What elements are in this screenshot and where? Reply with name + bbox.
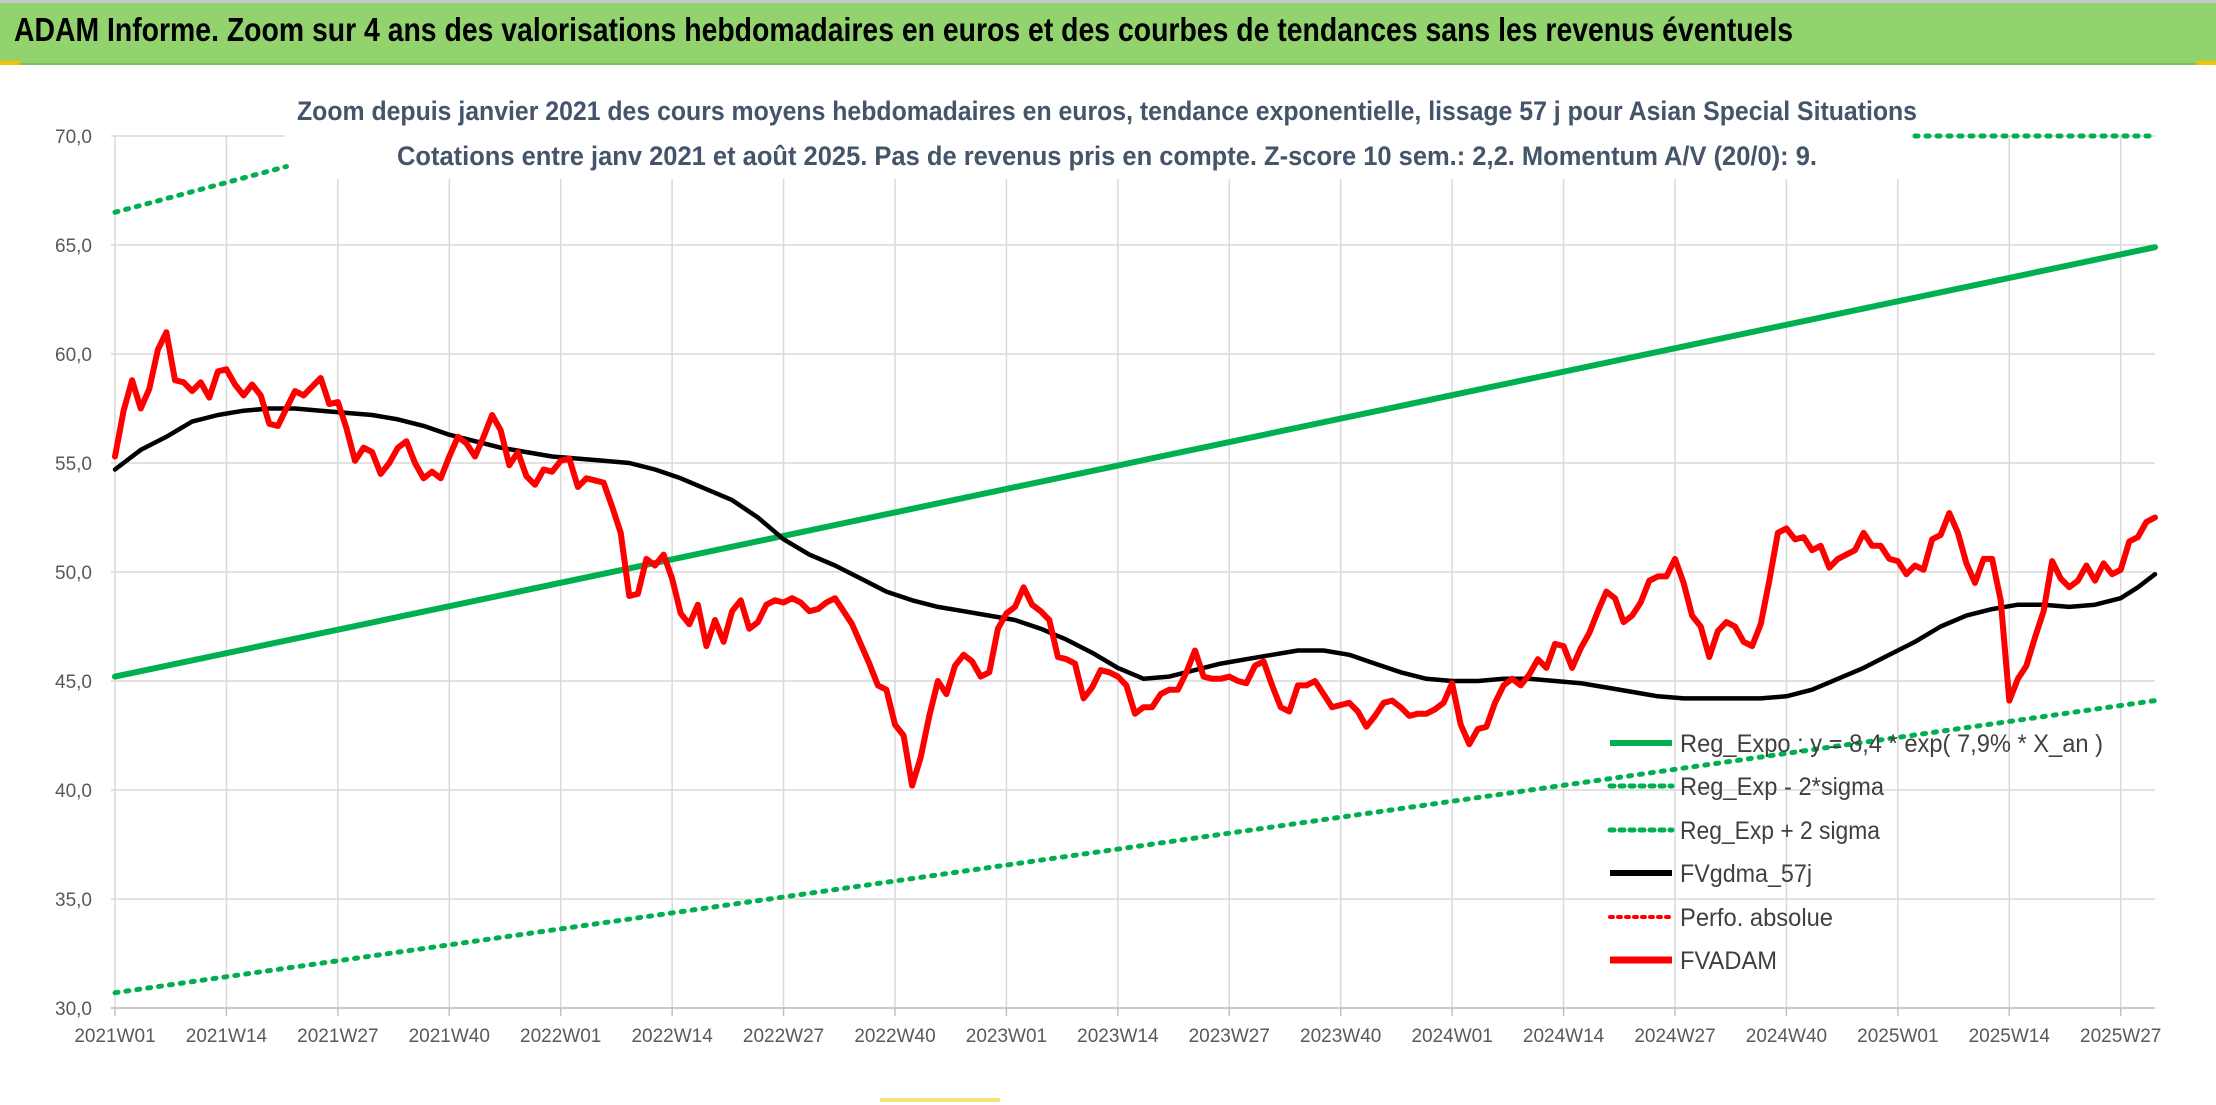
- series-fvadam: [112, 329, 2158, 789]
- x-tick-label: 2021W14: [186, 1026, 268, 1047]
- x-tick-label: 2022W27: [743, 1026, 824, 1047]
- legend-label-reg-expo: Reg_Expo : y = 8,4 * exp( 7,9% * X_an ): [1680, 730, 2103, 758]
- legend-label-reg-exp-minus: Reg_Exp - 2*sigma: [1680, 773, 1884, 801]
- x-tick-label: 2022W14: [631, 1026, 713, 1047]
- chart-title-line2: Cotations entre janv 2021 et août 2025. …: [397, 141, 1817, 171]
- header-banner: ADAM Informe. Zoom sur 4 ans des valoris…: [0, 3, 2216, 65]
- series-group: [112, 133, 2158, 996]
- x-tick-label: 2024W27: [1634, 1026, 1715, 1047]
- page-title: ADAM Informe. Zoom sur 4 ans des valoris…: [14, 11, 1794, 48]
- x-tick-label: 2023W40: [1300, 1026, 1381, 1047]
- x-tick-label: 2023W27: [1189, 1026, 1270, 1047]
- series-reg-exp-plus-2sigma: [112, 164, 289, 215]
- y-tick-label: 70,0: [55, 127, 92, 148]
- x-tick-label: 2021W01: [74, 1026, 155, 1047]
- x-tick-label: 2023W01: [966, 1026, 1047, 1047]
- banner-accent-left: [0, 61, 20, 65]
- chart-svg: 30,0 35,0 40,0 45,0 50,0 55,0 60,0 65,0 70,0 202…: [55, 83, 2161, 1047]
- x-tick-label: 2025W27: [2080, 1026, 2161, 1047]
- y-axis-ticks: 30,0 35,0 40,0 45,0 50,0 55,0 60,0 65,0 70,0: [55, 127, 92, 1020]
- chart-title-line1: Zoom depuis janvier 2021 des cours moyen…: [297, 96, 1917, 126]
- y-tick-label: 65,0: [55, 236, 92, 257]
- y-tick-label: 60,0: [55, 345, 92, 366]
- x-tick-label: 2024W40: [1746, 1026, 1827, 1047]
- x-tick-label: 2021W40: [409, 1026, 490, 1047]
- y-tick-label: 50,0: [55, 563, 92, 584]
- x-axis-ticks: 2021W01 2021W14 2021W27 2021W40 2022W01 2022W…: [74, 1026, 2161, 1047]
- y-tick-label: 45,0: [55, 672, 92, 693]
- legend-label-perfo: Perfo. absolue: [1680, 904, 1833, 932]
- series-reg-expo: [112, 244, 2158, 680]
- title-background: [285, 83, 1925, 179]
- y-tick-label: 30,0: [55, 999, 92, 1020]
- legend-label-reg-exp-plus: Reg_Exp + 2 sigma: [1680, 817, 1880, 845]
- legend-label-fvadam: FVADAM: [1680, 947, 1777, 975]
- legend-label-fvgdma: FVgdma_57j: [1680, 860, 1812, 888]
- x-tick-label: 2021W27: [297, 1026, 378, 1047]
- x-tick-label: 2024W14: [1523, 1026, 1605, 1047]
- x-tick-label: 2022W40: [854, 1026, 935, 1047]
- x-tick-label: 2022W01: [520, 1026, 601, 1047]
- legend: Reg_Expo : y = 8,4 * exp( 7,9% * X_an ) …: [1607, 730, 2103, 975]
- y-tick-label: 35,0: [55, 890, 92, 911]
- banner-accent-right: [2196, 61, 2216, 65]
- x-tick-label: 2024W01: [1411, 1026, 1492, 1047]
- x-tick-label: 2023W14: [1077, 1026, 1159, 1047]
- y-tick-label: 55,0: [55, 454, 92, 475]
- x-tick-label: 2025W14: [1969, 1026, 2051, 1047]
- bottom-accent: [880, 1098, 1000, 1102]
- grid-lines: [111, 135, 2155, 1016]
- x-tick-label: 2025W01: [1857, 1026, 1938, 1047]
- y-tick-label: 40,0: [55, 781, 92, 802]
- series-reg-exp-minus-2sigma: [112, 698, 2158, 996]
